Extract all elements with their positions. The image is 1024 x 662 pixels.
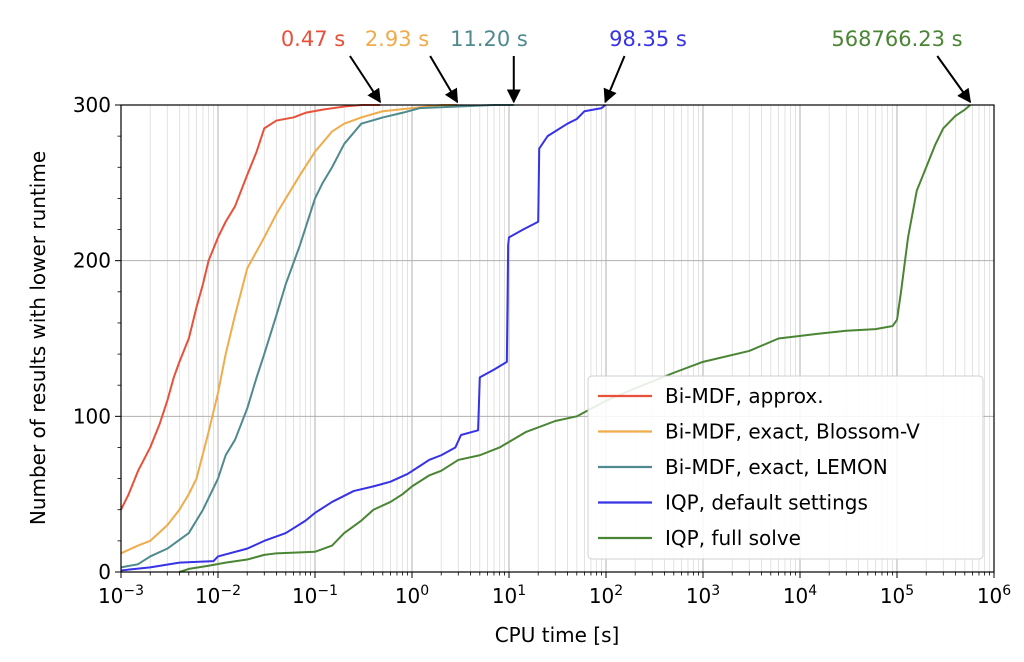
legend-entry-label: Bi-MDF, exact, LEMON bbox=[665, 455, 888, 479]
x-tick-label: 100 bbox=[395, 583, 429, 608]
annotations: 0.47 s 2.93 s 11.20 s 98.35 s 568766.23 s bbox=[281, 27, 972, 104]
series-line bbox=[120, 104, 514, 569]
y-tick-label: 300 bbox=[73, 93, 111, 117]
max-runtime-arrow bbox=[936, 55, 972, 104]
legend-entry-label: IQP, full solve bbox=[665, 526, 801, 550]
max-runtime-label: 0.47 s bbox=[281, 27, 345, 51]
x-tick-label: 101 bbox=[492, 583, 526, 608]
x-tick-label: 105 bbox=[880, 583, 914, 608]
y-tick-label: 200 bbox=[73, 249, 111, 273]
x-tick-label: 10−2 bbox=[195, 583, 241, 608]
series-layer bbox=[120, 104, 971, 573]
max-runtime-arrow bbox=[603, 55, 626, 104]
y-axis-label: Number of results with lower runtime bbox=[26, 151, 50, 525]
y-tick-label: 0 bbox=[98, 560, 111, 584]
max-runtime-label: 568766.23 s bbox=[831, 27, 962, 51]
legend: Bi-MDF, approx. Bi-MDF, exact, Blossom-V B… bbox=[587, 375, 984, 560]
series-line bbox=[120, 104, 606, 572]
max-runtime-arrow bbox=[349, 55, 382, 104]
max-runtime-arrow bbox=[429, 55, 459, 104]
series-line bbox=[120, 104, 458, 555]
legend-entry-label: Bi-MDF, exact, Blossom-V bbox=[665, 420, 920, 444]
series-line bbox=[120, 104, 381, 511]
x-tick-label: 103 bbox=[686, 583, 720, 608]
x-tick-label: 104 bbox=[783, 583, 817, 608]
legend-entry-label: Bi-MDF, approx. bbox=[665, 384, 824, 408]
x-tick-label: 102 bbox=[589, 583, 623, 608]
x-axis-label: CPU time [s] bbox=[495, 623, 620, 647]
legend-entry-label: IQP, default settings bbox=[665, 491, 868, 515]
max-runtime-label: 2.93 s bbox=[365, 27, 429, 51]
x-tick-label: 10−3 bbox=[98, 583, 144, 608]
max-runtime-label: 98.35 s bbox=[609, 27, 687, 51]
legend-box bbox=[587, 375, 984, 560]
y-tick-label: 100 bbox=[73, 404, 111, 428]
series-line bbox=[179, 104, 971, 573]
axis-ticks: 10−3 10−2 10−1 100 101 102 103 104 105 106 0 100 200… bbox=[73, 93, 1011, 608]
max-runtime-label: 11.20 s bbox=[450, 27, 528, 51]
x-tick-label: 106 bbox=[977, 583, 1011, 608]
plot-frame bbox=[120, 104, 995, 573]
x-tick-label: 10−1 bbox=[292, 583, 338, 608]
